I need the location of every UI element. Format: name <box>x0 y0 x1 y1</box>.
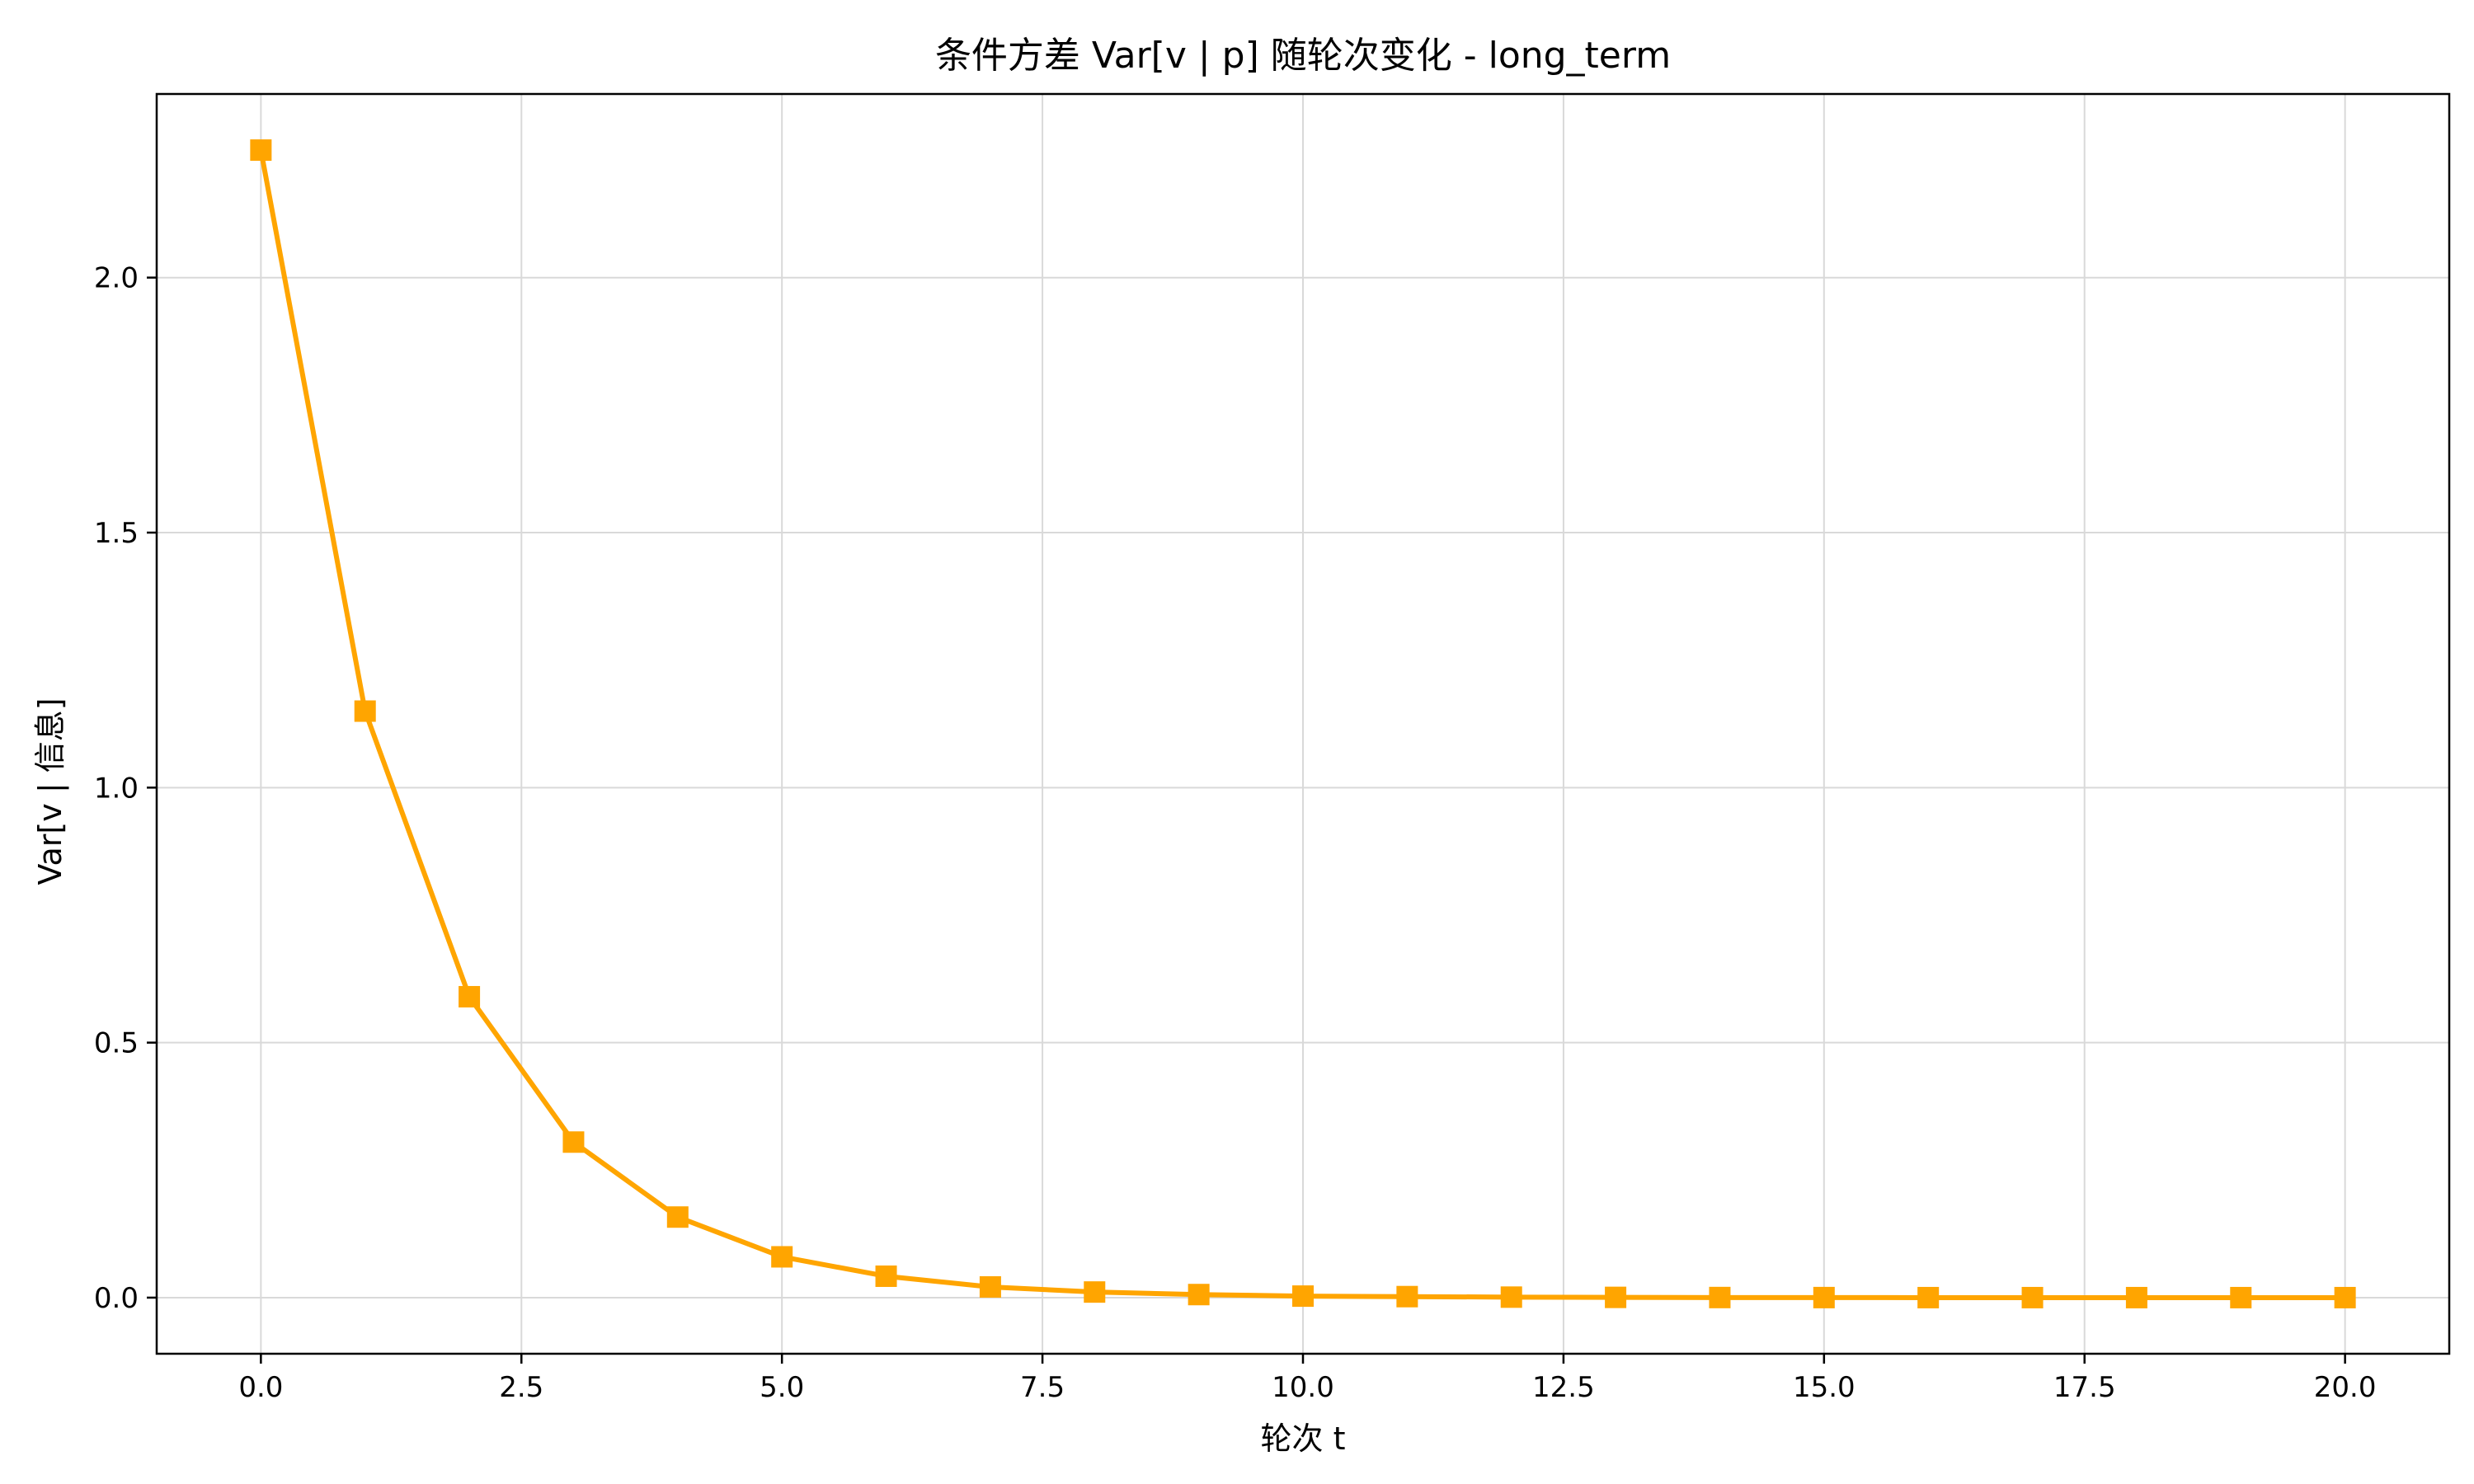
chart-title: 条件方差 Var[v | p] 随轮次变化 - long_term <box>935 35 1671 77</box>
data-point-marker <box>1396 1285 1418 1308</box>
data-point-marker <box>1188 1284 1210 1306</box>
y-tick-label: 2.0 <box>94 262 139 295</box>
data-point-marker <box>2230 1286 2252 1308</box>
y-tick-label: 0.0 <box>94 1282 139 1315</box>
x-tick-label: 10.0 <box>1272 1371 1334 1404</box>
x-tick-label: 7.5 <box>1020 1371 1065 1404</box>
y-tick-label: 1.5 <box>94 517 139 550</box>
data-point-marker <box>1084 1281 1106 1303</box>
data-point-marker <box>250 139 272 162</box>
data-point-marker <box>979 1275 1001 1298</box>
data-point-marker <box>1292 1285 1314 1308</box>
x-tick-label: 17.5 <box>2053 1371 2116 1404</box>
data-point-marker <box>1917 1286 1940 1308</box>
data-point-marker <box>666 1206 689 1228</box>
data-point-marker <box>562 1131 585 1153</box>
y-axis-label: Var[v | 信息] <box>32 697 69 885</box>
data-point-marker <box>2334 1286 2356 1308</box>
x-tick-label: 5.0 <box>760 1371 804 1404</box>
data-point-marker <box>1605 1286 1627 1308</box>
ticks: 0.0 2.5 5.0 7.5 10.0 12.5 15.0 17.5 20.0 0.0 0.5 1.… <box>94 262 2377 1404</box>
data-point-marker <box>2125 1286 2147 1308</box>
x-tick-label: 2.5 <box>499 1371 543 1404</box>
y-tick-label: 1.0 <box>94 772 139 805</box>
x-tick-label: 0.0 <box>238 1371 283 1404</box>
data-point-marker <box>771 1246 793 1268</box>
x-axis-label: 轮次 t <box>1261 1421 1346 1457</box>
y-tick-label: 0.5 <box>94 1027 139 1060</box>
x-tick-label: 12.5 <box>1532 1371 1595 1404</box>
data-point-marker <box>1813 1286 1835 1308</box>
data-point-marker <box>354 700 376 722</box>
data-point-marker <box>1500 1286 1522 1308</box>
data-point-marker <box>875 1265 897 1287</box>
x-tick-label: 15.0 <box>1793 1371 1856 1404</box>
data-point-marker <box>1709 1286 1731 1308</box>
data-point-marker <box>2021 1286 2044 1308</box>
series <box>250 139 2356 1308</box>
x-tick-label: 20.0 <box>2314 1371 2377 1404</box>
data-point-marker <box>459 985 481 1007</box>
